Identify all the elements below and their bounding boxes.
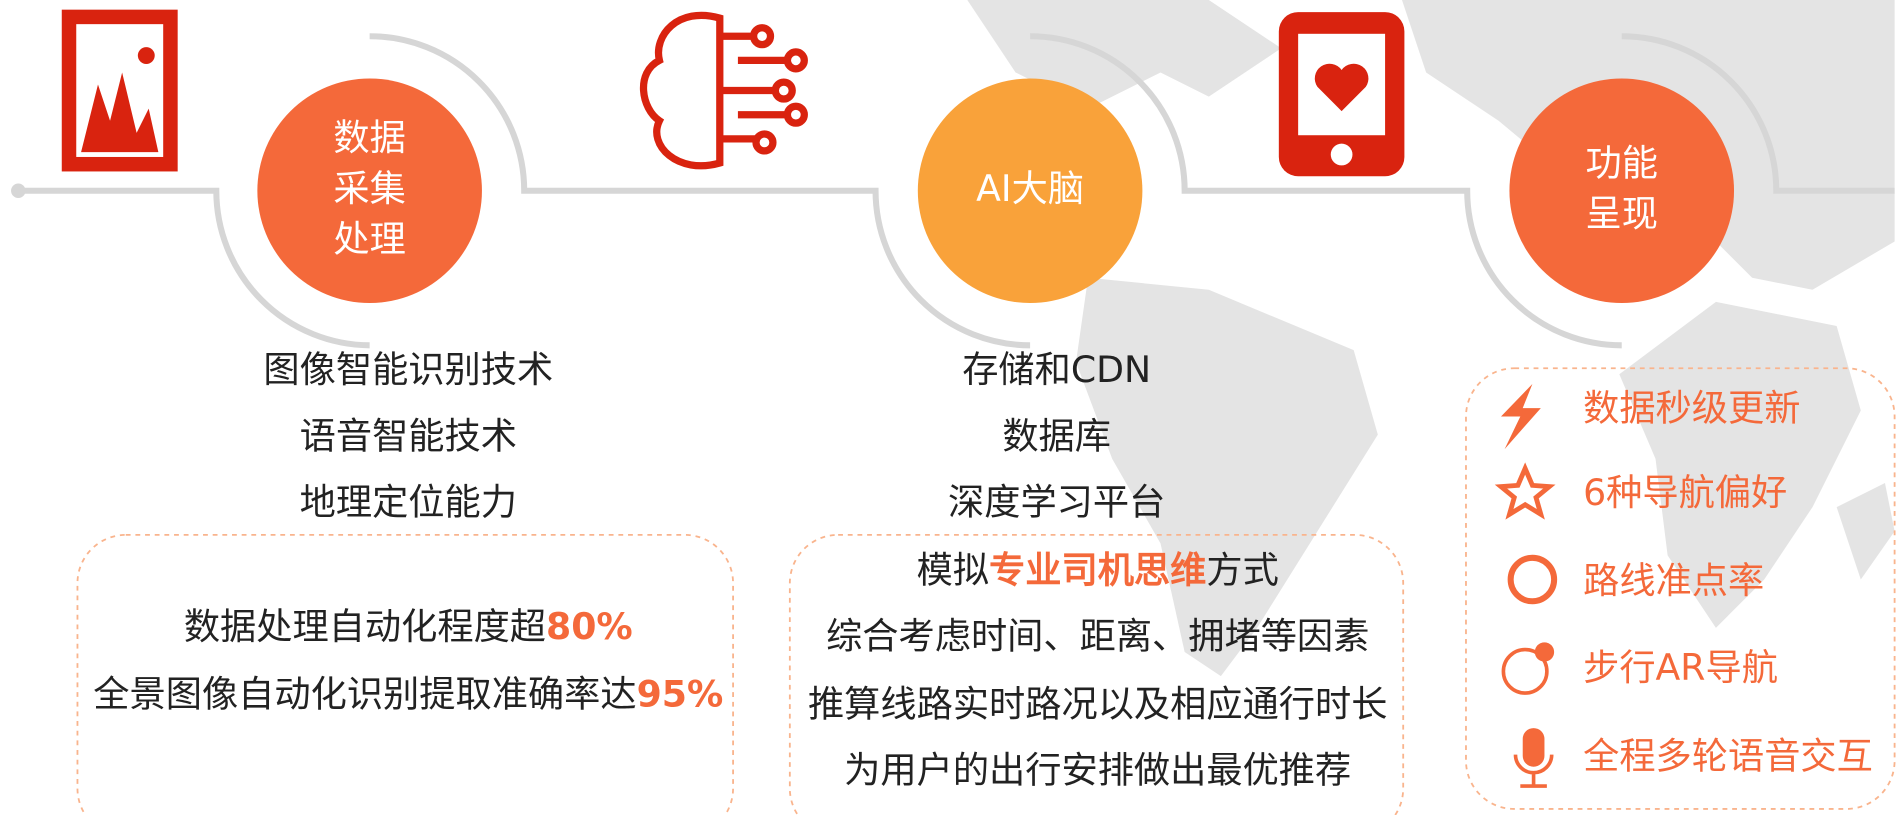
icon-image <box>61 9 178 172</box>
stage-label: 数据 <box>333 116 405 159</box>
stage-label: AI大脑 <box>976 167 1084 210</box>
box-segment: 数据处理自动化程度超 <box>184 605 546 648</box>
feature: 数据秒级更新 <box>1583 387 1800 430</box>
box-segment: 推算线路实时路况以及相应通行时长 <box>808 682 1388 725</box>
box-segment: 80% <box>546 605 633 648</box>
box-line: 为用户的出行安排做出最优推荐 <box>844 749 1351 792</box>
box-line: 综合考虑时间、距离、拥堵等因素 <box>826 615 1369 658</box>
stage-item: 地理定位能力 <box>300 481 517 524</box>
stage-item: 图像智能识别技术 <box>263 348 553 391</box>
stage-label: 功能 <box>1586 141 1658 184</box>
stage-circle <box>917 78 1143 304</box>
stage-label: 呈现 <box>1586 192 1658 235</box>
box-line: 全景图像自动化识别提取准确率达95% <box>93 673 723 716</box>
stage-circle <box>1509 78 1735 304</box>
box-segment: 综合考虑时间、距离、拥堵等因素 <box>826 615 1369 658</box>
stage-label: 采集 <box>333 167 405 210</box>
feature-icons <box>1494 383 1558 788</box>
box-segment: 模拟 <box>917 548 989 591</box>
box-line: 模拟专业司机思维方式 <box>917 548 1279 591</box>
stage-label: 处理 <box>333 217 405 260</box>
box-line: 数据处理自动化程度超80% <box>184 605 633 648</box>
feature: 步行AR导航 <box>1583 646 1778 689</box>
box-segment: 为用户的出行安排做出最优推荐 <box>844 749 1351 792</box>
box-segment: 方式 <box>1206 548 1278 591</box>
boxes <box>76 367 1896 815</box>
box-segment: 全景图像自动化识别提取准确率达 <box>93 673 636 716</box>
feature: 路线准点率 <box>1583 559 1764 602</box>
timeline-dot <box>11 183 26 199</box>
feature: 6种导航偏好 <box>1583 471 1787 514</box>
stage-item: 数据库 <box>1002 414 1111 457</box>
box-segment: 95% <box>637 673 724 716</box>
feature: 全程多轮语音交互 <box>1583 734 1873 777</box>
stage-circle <box>257 78 482 304</box>
box-line: 推算线路实时路况以及相应通行时长 <box>808 682 1388 725</box>
icon-phone <box>1278 12 1405 177</box>
stage-item: 语音智能技术 <box>300 414 517 457</box>
stage-item: 存储和CDN <box>962 348 1151 391</box>
stage-item: 深度学习平台 <box>948 481 1165 524</box>
timeline <box>18 33 1895 349</box>
box-segment: 专业司机思维 <box>989 548 1206 591</box>
icon-brain <box>639 11 808 170</box>
